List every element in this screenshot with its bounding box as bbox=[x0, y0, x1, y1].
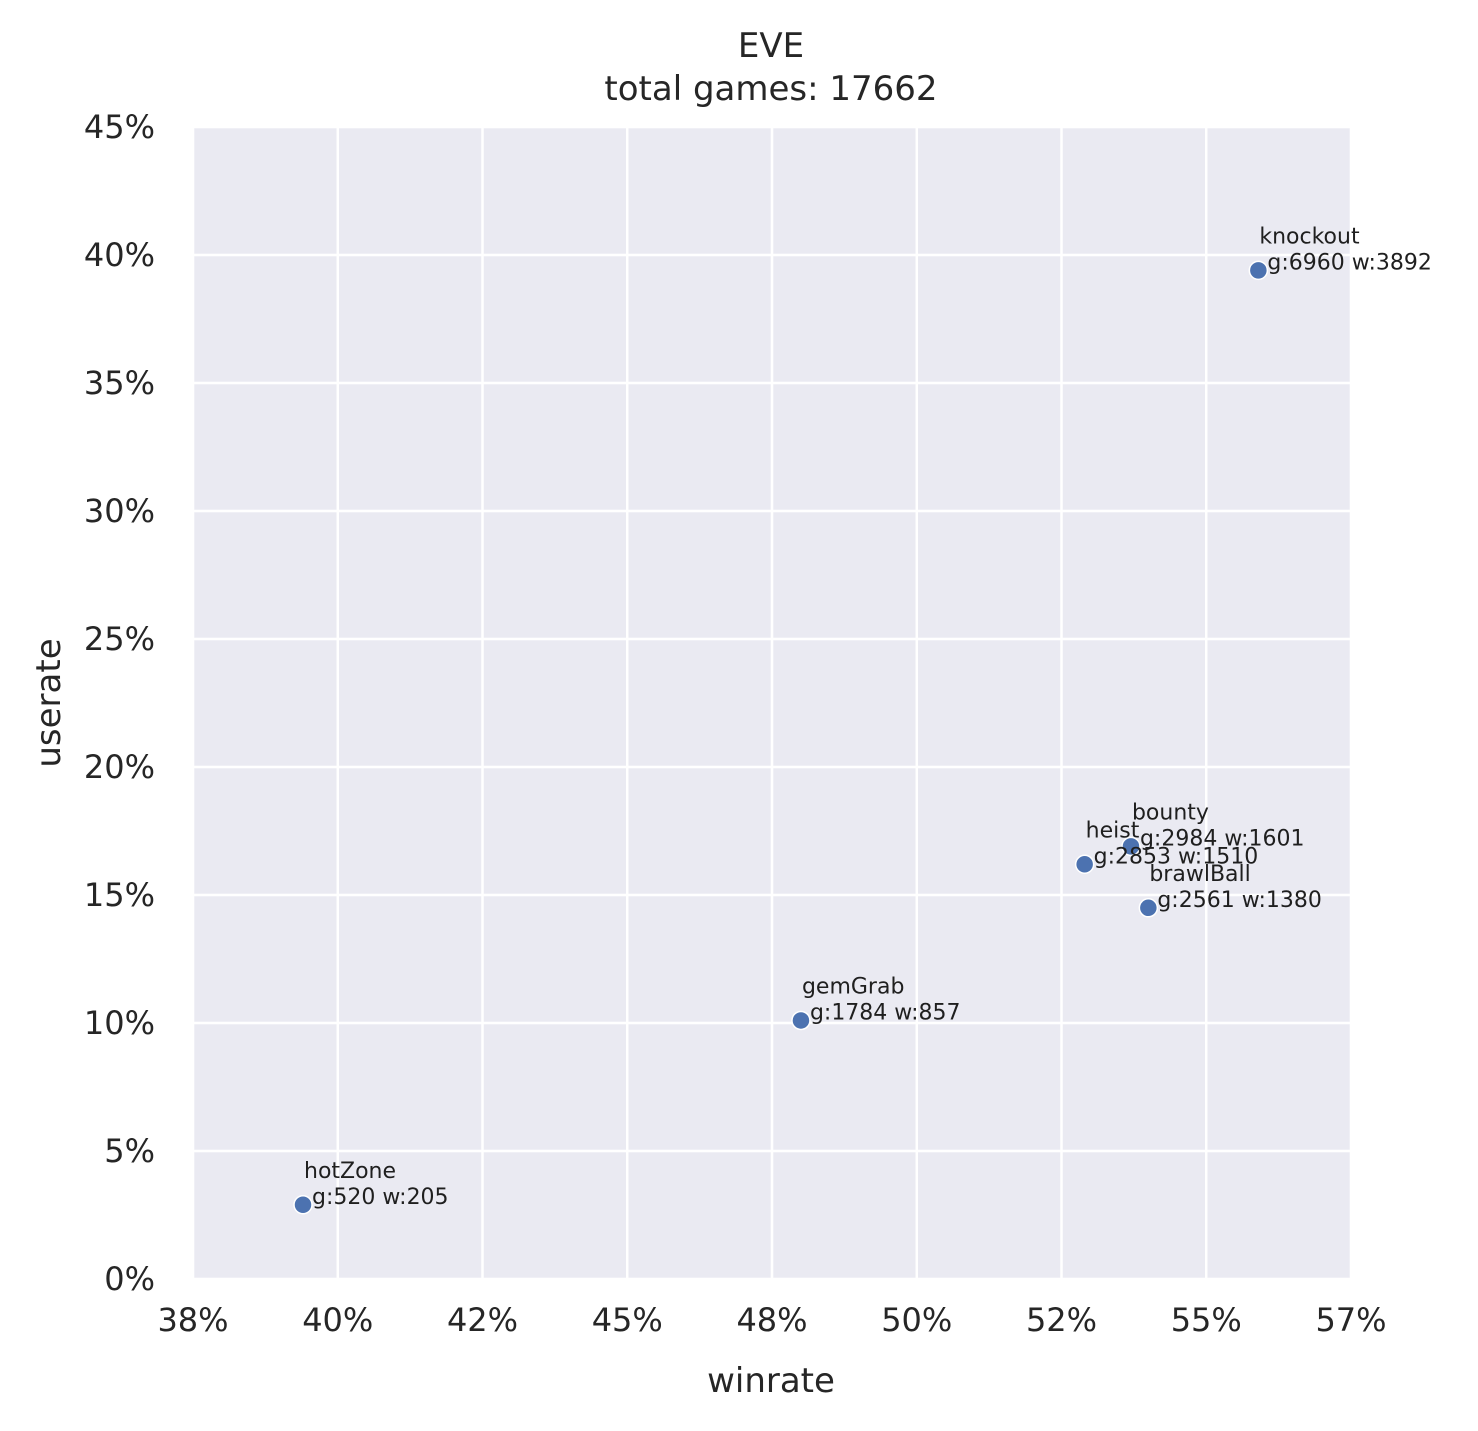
point-stats-label: g:6960 w:3892 bbox=[1267, 250, 1432, 275]
x-tick-label: 40% bbox=[302, 1301, 373, 1339]
y-tick-label: 15% bbox=[84, 876, 155, 914]
data-point-gemGrab bbox=[791, 1010, 811, 1031]
y-axis-label: userate bbox=[29, 638, 69, 767]
point-stats-label: g:1784 w:857 bbox=[810, 1000, 961, 1025]
point-name-label: hotZone bbox=[304, 1159, 396, 1184]
chart-subtitle: total games: 17662 bbox=[604, 69, 937, 109]
y-tick-label: 35% bbox=[84, 364, 155, 402]
y-tick-label: 20% bbox=[84, 748, 155, 786]
x-tick-label: 38% bbox=[157, 1301, 228, 1339]
point-name-label: knockout bbox=[1259, 224, 1360, 249]
data-point-bounty bbox=[1121, 836, 1141, 857]
x-axis-label: winrate bbox=[707, 1361, 835, 1401]
x-tick-label: 42% bbox=[447, 1301, 518, 1339]
data-points bbox=[293, 260, 1269, 1215]
y-tick-label: 0% bbox=[104, 1260, 155, 1298]
point-stats-label: g:520 w:205 bbox=[312, 1185, 449, 1210]
x-tick-label: 45% bbox=[592, 1301, 663, 1339]
grid-lines bbox=[191, 125, 1353, 1281]
y-tick-label: 10% bbox=[84, 1004, 155, 1042]
point-stats-label: g:2853 w:1510 bbox=[1094, 844, 1259, 869]
data-point-hotZone bbox=[293, 1195, 313, 1215]
point-name-label: gemGrab bbox=[802, 974, 904, 999]
chart-title: EVE bbox=[738, 26, 804, 66]
point-stats-label: g:2984 w:1601 bbox=[1140, 826, 1305, 851]
x-tick-labels: 38% 40% 42% 45% 48% 50% 52% 55% 57% bbox=[157, 1301, 1386, 1339]
x-tick-label: 48% bbox=[736, 1301, 807, 1339]
x-tick-label: 57% bbox=[1315, 1301, 1386, 1339]
point-stats-label: g:2561 w:1380 bbox=[1157, 888, 1322, 913]
data-point-knockout bbox=[1248, 260, 1269, 281]
y-tick-label: 40% bbox=[84, 236, 155, 274]
data-point-heist bbox=[1074, 854, 1095, 875]
data-point-brawlBall bbox=[1138, 898, 1159, 918]
y-tick-label: 25% bbox=[84, 620, 155, 658]
x-tick-label: 52% bbox=[1026, 1301, 1097, 1339]
point-name-label: brawlBall bbox=[1149, 862, 1250, 887]
y-tick-label: 5% bbox=[104, 1132, 155, 1170]
x-tick-label: 55% bbox=[1171, 1301, 1242, 1339]
x-tick-label: 50% bbox=[881, 1301, 952, 1339]
point-name-label: heist bbox=[1086, 818, 1140, 843]
point-name-label: bounty bbox=[1132, 800, 1209, 825]
y-tick-label: 30% bbox=[84, 492, 155, 530]
y-tick-label: 45% bbox=[84, 108, 155, 146]
y-tick-labels: 0% 5% 10% 15% 20% 25% 30% 35% 40% 45% bbox=[84, 108, 155, 1298]
